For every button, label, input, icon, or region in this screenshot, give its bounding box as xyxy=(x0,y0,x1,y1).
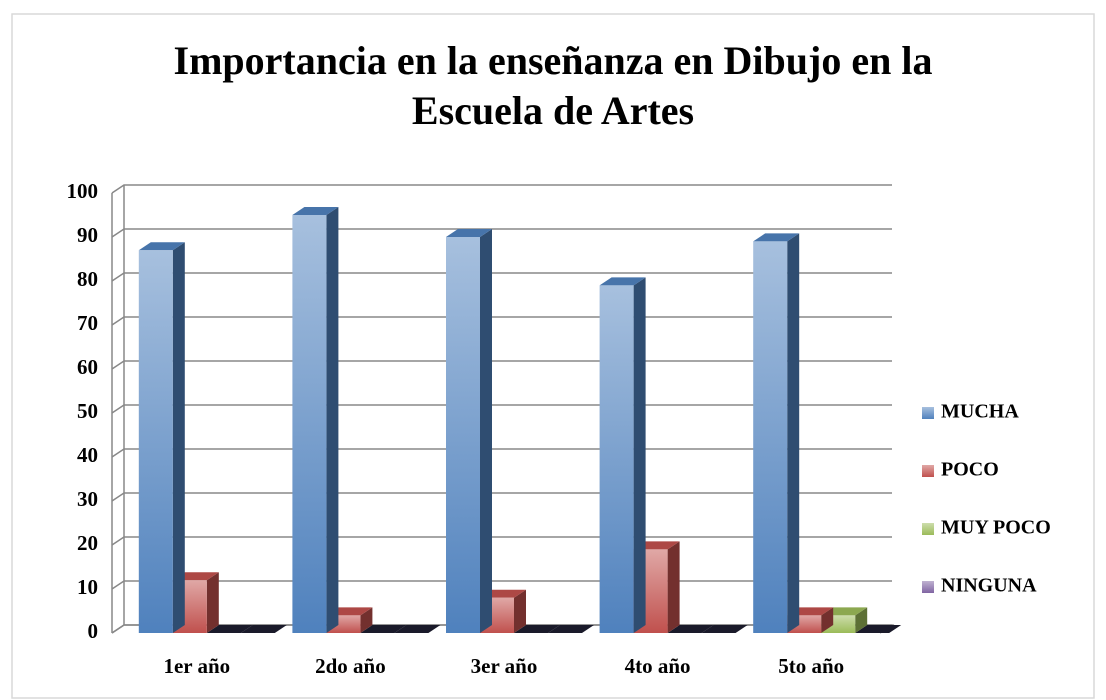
grid-line xyxy=(111,184,892,194)
legend-label: MUY POCO xyxy=(941,517,1051,539)
y-tick-label: 30 xyxy=(77,487,98,511)
bar-side xyxy=(480,229,492,633)
y-tick-label: 10 xyxy=(77,575,98,599)
bar xyxy=(138,250,173,633)
bar-side xyxy=(514,589,526,633)
x-tick-label: 3er año xyxy=(471,654,538,678)
bar-side xyxy=(787,233,800,633)
bar-side xyxy=(360,607,373,633)
bar xyxy=(753,241,788,633)
y-tick-label: 90 xyxy=(77,223,98,247)
bar-top xyxy=(753,233,800,242)
legend-swatch xyxy=(922,581,934,593)
bar-top xyxy=(138,242,185,251)
x-tick-label: 5to año xyxy=(778,654,844,678)
y-tick-label: 70 xyxy=(77,311,98,335)
x-tick-label: 1er año xyxy=(163,654,230,678)
bar-top xyxy=(446,229,492,237)
bar-side xyxy=(326,207,339,633)
y-tick-label: 80 xyxy=(77,267,98,291)
bar-base xyxy=(394,625,441,633)
bar-base xyxy=(360,625,407,633)
legend-swatch xyxy=(922,465,934,477)
y-tick-label: 40 xyxy=(77,443,98,467)
y-tick-label: 0 xyxy=(88,619,99,643)
bar-base xyxy=(514,625,560,633)
bar-top xyxy=(292,207,339,215)
legend-swatch xyxy=(922,523,934,535)
bar-side xyxy=(821,607,834,633)
bar-side xyxy=(667,541,680,633)
bar-side xyxy=(206,572,219,633)
bar xyxy=(292,215,327,633)
bar-base xyxy=(240,625,287,633)
bar-side xyxy=(172,242,185,633)
grid-line xyxy=(111,272,892,282)
bar-side xyxy=(855,607,868,633)
legend-label: MUCHA xyxy=(941,401,1019,423)
chart-border xyxy=(11,13,1095,699)
y-tick-label: 60 xyxy=(77,355,98,379)
legend-swatch xyxy=(922,407,934,419)
x-tick-label: 4to año xyxy=(625,654,691,678)
bar-top xyxy=(599,277,646,286)
y-tick-label: 20 xyxy=(77,531,98,555)
bar xyxy=(446,237,480,633)
bar-side xyxy=(633,277,646,633)
chart-title: Importancia en la enseñanza en Dibujo en… xyxy=(173,38,933,133)
legend-label: NINGUNA xyxy=(941,575,1037,597)
bar-base xyxy=(701,625,748,633)
legend-label: POCO xyxy=(941,459,999,481)
x-tick-label: 2do año xyxy=(315,654,386,678)
grid-line xyxy=(111,228,892,238)
bar-base xyxy=(855,625,902,633)
bar-base xyxy=(206,625,253,633)
y-tick-label: 100 xyxy=(67,179,99,203)
bar-base xyxy=(548,625,594,633)
bar-base xyxy=(667,625,714,633)
bar xyxy=(599,285,634,633)
y-tick-label: 50 xyxy=(77,399,98,423)
